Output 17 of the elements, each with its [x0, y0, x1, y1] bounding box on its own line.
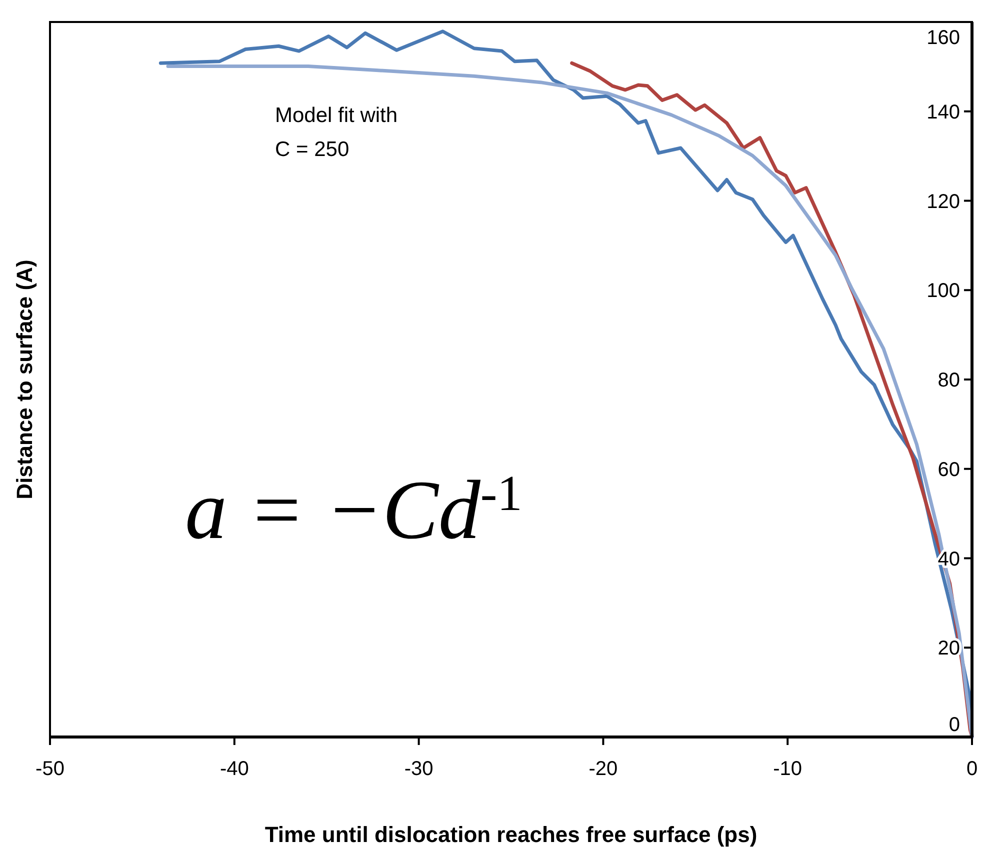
y-tick-label: 60: [938, 458, 960, 481]
x-tick-label: -10: [773, 758, 802, 780]
x-tick-label: -20: [588, 758, 618, 780]
annotation: a = −Cd$^{-1}$: [185, 464, 522, 557]
x-tick-label: -50: [36, 758, 64, 780]
x-tick-label: -40: [220, 758, 249, 780]
y-axis-title: Distance to surface (A): [12, 260, 37, 500]
y-tick-label: 120: [926, 190, 960, 213]
y-tick-label: 140: [926, 101, 960, 124]
y-tick-label: 80: [938, 370, 960, 392]
x-axis-title: Time until dislocation reaches free surface (ps): [264, 822, 758, 847]
y-tick-label: 160: [926, 27, 960, 49]
annotation: Model fit with C = 250: [275, 104, 398, 161]
y-tick-label: 100: [926, 280, 960, 302]
x-tick-label: -30: [404, 758, 434, 780]
x-tick-label: 0: [966, 758, 978, 780]
y-tick-label: 0: [948, 714, 960, 736]
